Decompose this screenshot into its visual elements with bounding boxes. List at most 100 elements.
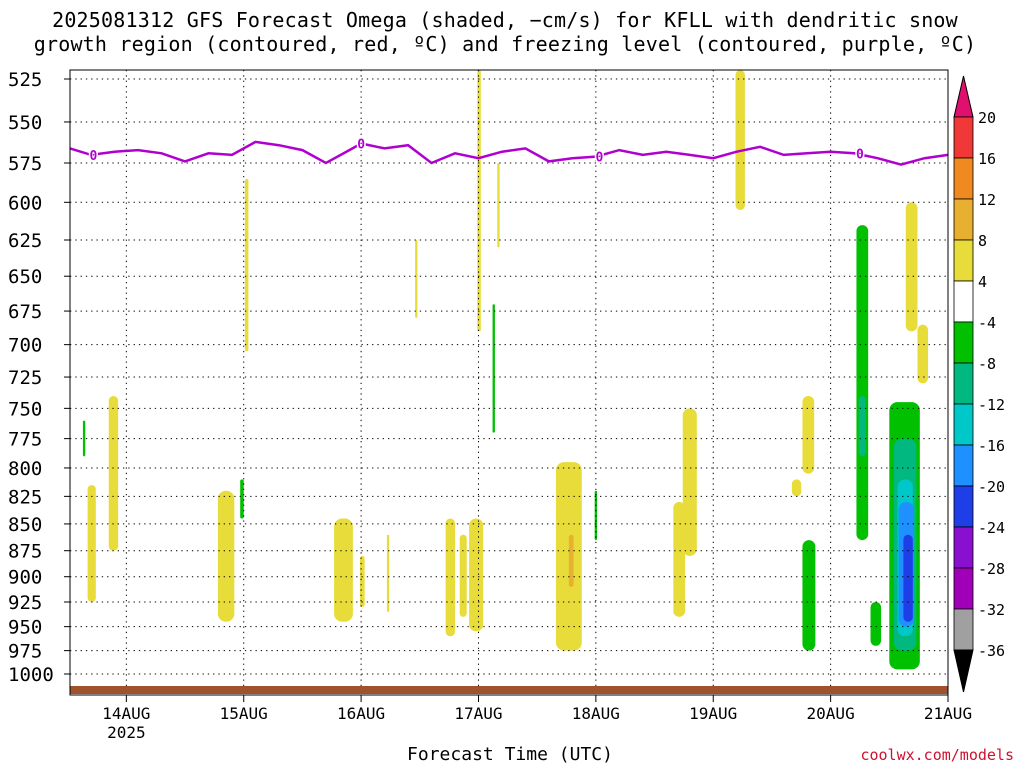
colorbar-label: -16 — [978, 437, 1005, 455]
freezing-level-label: 0 — [357, 138, 365, 153]
omega-region — [802, 540, 816, 651]
y-tick-label: 825 — [8, 486, 42, 508]
y-tick-label: 625 — [8, 230, 42, 252]
y-tick-label: 650 — [8, 266, 42, 288]
y-tick-label: 875 — [8, 541, 42, 563]
omega-region — [477, 70, 481, 332]
grid — [70, 70, 949, 695]
freezing-level-label: 0 — [90, 149, 98, 164]
omega-region — [415, 239, 418, 318]
y-tick-label: 675 — [8, 301, 42, 323]
y-tick-label: 950 — [8, 617, 42, 639]
colorbar-label: 20 — [978, 109, 996, 127]
colorbar-segment — [953, 526, 974, 569]
y-tick-label: 725 — [8, 367, 42, 389]
omega-region — [469, 518, 484, 632]
omega-region — [682, 408, 697, 556]
omega-region — [905, 202, 918, 332]
plot-frame — [69, 69, 949, 696]
omega-region — [492, 304, 495, 433]
colorbar-segment — [953, 198, 974, 241]
colorbar-segment — [953, 321, 974, 364]
x-tick-label: 16AUG — [337, 704, 385, 723]
colorbar-segment — [953, 157, 974, 200]
y-tick-label: 575 — [8, 153, 42, 175]
omega-region — [445, 518, 456, 637]
omega-region — [459, 534, 467, 617]
freezing-level-contour — [69, 140, 949, 166]
x-tick-label: 17AUG — [454, 704, 502, 723]
colorbar-segment — [953, 567, 974, 610]
chart-title-line-1: 2025081312 GFS Forecast Omega (shaded, −… — [52, 8, 958, 32]
plot-background — [70, 70, 948, 695]
credit-link[interactable]: coolwx.com/models — [860, 746, 1014, 764]
colorbar-label: 16 — [978, 150, 996, 168]
colorbar-label: -24 — [978, 519, 1005, 537]
y-tick-label: 900 — [8, 567, 42, 589]
y-tick-label: 550 — [8, 112, 42, 134]
colorbar-segment — [953, 485, 974, 528]
omega-region — [217, 490, 235, 622]
colorbar-label: -12 — [978, 396, 1005, 414]
omega-region — [917, 324, 929, 384]
x-tick-label: 15AUG — [220, 704, 268, 723]
y-tick-label: 925 — [8, 592, 42, 614]
omega-shading — [82, 70, 929, 670]
colorbar-label: -4 — [978, 314, 996, 332]
omega-region — [905, 545, 912, 612]
freezing-level-label: 0 — [856, 147, 864, 162]
colorbar-label: 12 — [978, 191, 996, 209]
colorbar-top-arrow — [953, 75, 974, 118]
omega-region — [791, 479, 802, 497]
colorbar-label: -36 — [978, 642, 1005, 660]
colorbar-segment — [953, 239, 974, 282]
y-tick-label: 975 — [8, 641, 42, 663]
omega-region — [802, 395, 815, 474]
colorbar-label: -20 — [978, 478, 1005, 496]
omega-region — [244, 178, 249, 352]
omega-region — [858, 395, 866, 457]
ground-surface — [70, 686, 948, 694]
colorbar-segment — [953, 116, 974, 159]
x-tick-label: 18AUG — [572, 704, 620, 723]
y-tick-label: 600 — [8, 192, 42, 214]
chart-title-line-2: growth region (contoured, red, ºC) and f… — [33, 32, 977, 56]
chart-title: 2025081312 GFS Forecast Omega (shaded, −… — [0, 8, 1010, 56]
omega-region — [870, 602, 882, 646]
omega-region — [568, 534, 574, 587]
colorbar-label: -32 — [978, 601, 1005, 619]
x-year-label: 2025 — [107, 723, 146, 742]
x-axis-label: Forecast Time (UTC) — [407, 744, 613, 765]
freezing-level-label: 0 — [595, 151, 603, 166]
x-tick-label: 14AUG — [102, 704, 150, 723]
colorbar-segment — [953, 403, 974, 446]
omega-region — [673, 501, 686, 617]
omega-region — [856, 225, 869, 541]
y-tick-label: 700 — [8, 335, 42, 357]
colorbar-label: 4 — [978, 273, 987, 291]
omega-region — [735, 70, 745, 210]
colorbar-segment — [953, 608, 974, 651]
omega-region — [497, 163, 500, 248]
omega-region — [87, 485, 96, 603]
omega-region — [386, 534, 390, 612]
colorbar-segment — [953, 444, 974, 487]
y-tick-label: 1000 — [8, 664, 54, 686]
x-tick-label: 21AUG — [924, 704, 972, 723]
colorbar-label: -28 — [978, 560, 1005, 578]
omega-region — [334, 518, 353, 622]
colorbar-bottom-arrow — [953, 649, 974, 693]
x-tick-label: 20AUG — [807, 704, 855, 723]
colorbar-label: 8 — [978, 232, 987, 250]
colorbar-label: -8 — [978, 355, 996, 373]
omega-region — [82, 420, 86, 457]
colorbar-segment — [953, 362, 974, 405]
omega-region — [108, 395, 119, 551]
colorbar-segment — [953, 280, 974, 323]
x-tick-label: 19AUG — [689, 704, 737, 723]
y-tick-label: 775 — [8, 429, 42, 451]
y-tick-label: 850 — [8, 514, 42, 536]
y-tick-label: 750 — [8, 398, 42, 420]
omega-region — [240, 479, 244, 519]
